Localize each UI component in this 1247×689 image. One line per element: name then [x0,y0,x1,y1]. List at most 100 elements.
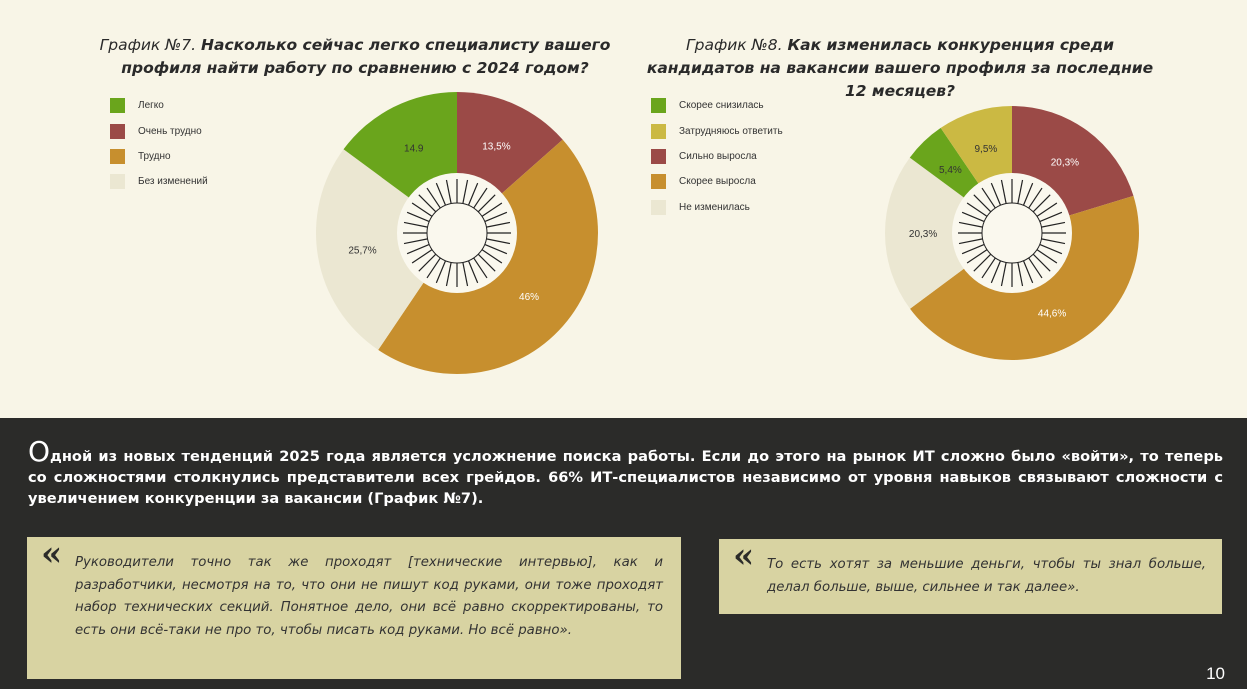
legend-label: Скорее снизилась [679,100,764,112]
legend-label: Очень трудно [138,125,202,137]
chart-7-number: График №7. [99,36,197,54]
sunburst-ray [973,194,992,213]
chart-8-legend: Скорее снизилась Затрудняюсь ответить Силь… [651,93,783,220]
sunburst-ray [484,243,508,255]
donut-inner-circle [981,202,1043,264]
legend-label: Затрудняюсь ответить [679,125,783,137]
quote-text: То есть хотят за меньшие деньги, чтобы т… [767,557,1206,595]
chart-7-legend: Легко Очень трудно Трудно Без изменений [110,93,208,195]
slice-label: 14.9 [404,143,424,154]
sunburst-ray [1017,262,1024,287]
legend-label: Без изменений [138,176,208,188]
sunburst-ray [1036,202,1058,217]
sunburst-ray [462,262,469,287]
sunburst-ray [406,243,430,255]
sunburst-ray [1041,221,1066,228]
sunburst-ray [426,257,441,279]
sunburst-ray [990,182,1002,206]
slice-label: 20,3% [909,229,937,240]
sunburst-ray [966,249,988,264]
quote-mark-icon: « [733,536,755,576]
page-number: 10 [1206,664,1225,683]
sunburst-ray [1028,257,1043,279]
sunburst-ray [1036,249,1058,264]
sunburst-ray [961,211,985,223]
lead-paragraph: Одной из новых тенденций 2025 года являе… [28,438,1223,509]
sunburst-ray [1028,187,1043,209]
slice-label: 44,6% [1038,308,1066,319]
sunburst-ray [435,260,447,284]
legend-item: Без изменений [110,169,208,194]
legend-item: Очень трудно [110,118,208,143]
sunburst-ray [1032,194,1051,213]
sunburst-ray [418,253,437,272]
sunburst-ray [1000,262,1007,287]
lead-text: дной из новых тенденций 2025 года являет… [28,448,1223,507]
slice-label: 13,5% [482,142,510,153]
legend-label: Трудно [138,150,171,162]
pie-slice [885,157,1012,309]
sunburst-ray [958,238,983,245]
legend-item: Не изменилась [651,195,783,220]
sunburst-ray [981,257,996,279]
sunburst-ray [1000,179,1007,204]
legend-swatch [651,148,666,164]
legend-swatch [110,123,125,139]
sunburst-ray [1022,182,1034,206]
sunburst-ray [486,221,511,228]
sunburst-ray [958,221,983,228]
sunburst-ray [973,253,992,272]
sunburst-ray [981,187,996,209]
legend-swatch [110,174,125,190]
sunburst-ray [1039,243,1063,255]
chart-7-question: Насколько сейчас легко специалисту вашег… [121,36,611,77]
pie-slice [316,149,457,350]
sunburst-ray [1041,238,1066,245]
sunburst-ray [1032,253,1051,272]
sunburst-ray [966,202,988,217]
chart-7-title: График №7. Насколько сейчас легко специа… [95,34,615,80]
sunburst-ray [484,211,508,223]
sunburst-ray [961,243,985,255]
legend-swatch [110,148,125,164]
drop-cap: О [28,435,51,468]
sunburst-ray [477,253,496,272]
chart-8-question: Как изменилась конкуренция среди кандида… [646,36,1154,100]
legend-swatch [651,174,666,190]
sunburst-ray [467,182,479,206]
legend-label: Не изменилась [679,201,750,213]
sunburst-ray [418,194,437,213]
sunburst-ray [473,187,488,209]
legend-swatch [651,199,666,215]
legend-swatch [651,123,666,139]
sunburst-ray [462,179,469,204]
quote-box-1: « Руководители точно так же проходят [те… [27,537,681,679]
legend-swatch [110,98,125,114]
quote-text: Руководители точно так же проходят [техн… [75,555,663,638]
legend-label: Сильно выросла [679,150,757,162]
legend-label: Легко [138,100,164,112]
sunburst-ray [473,257,488,279]
sunburst-ray [403,238,428,245]
legend-item: Затрудняюсь ответить [651,118,783,143]
slice-label: 20,3% [1051,158,1079,169]
slice-label: 46% [519,292,539,303]
sunburst-ray [486,238,511,245]
sunburst-ray [426,187,441,209]
legend-item: Скорее выросла [651,169,783,194]
legend-item: Легко [110,93,208,118]
legend-label: Скорее выросла [679,176,756,188]
quote-box-2: « То есть хотят за меньшие деньги, чтобы… [719,539,1222,614]
quote-mark-icon: « [41,534,63,574]
sunburst-ray [406,211,430,223]
chart-8-number: График №8. [686,36,783,54]
slice-label: 9,5% [974,144,997,155]
sunburst-ray [1039,211,1063,223]
sunburst-ray [445,262,452,287]
chart-8-title: График №8. Как изменилась конкуренция ср… [640,34,1160,103]
legend-swatch [651,98,666,114]
sunburst-ray [411,202,433,217]
sunburst-ray [411,249,433,264]
sunburst-ray [990,260,1002,284]
legend-item: Трудно [110,144,208,169]
